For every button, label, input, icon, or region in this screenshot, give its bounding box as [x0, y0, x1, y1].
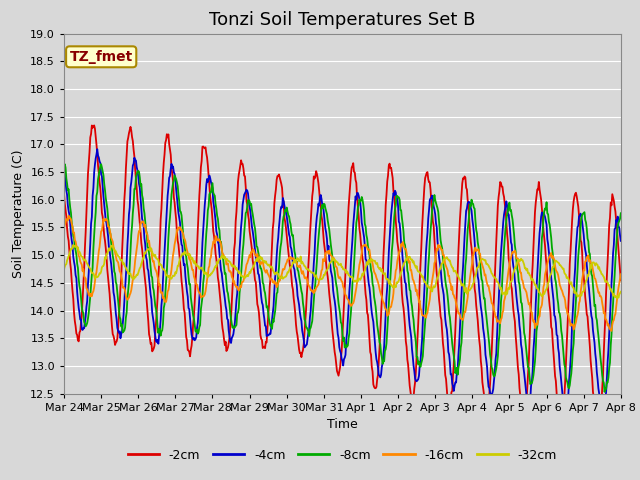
- -16cm: [389, 296, 397, 302]
- -4cm: [183, 288, 191, 294]
- -32cm: [566, 281, 574, 287]
- -2cm: [594, 429, 602, 435]
- -8cm: [601, 389, 609, 395]
- -4cm: [60, 163, 68, 169]
- Text: TZ_fmet: TZ_fmet: [70, 50, 133, 64]
- Title: Tonzi Soil Temperatures Set B: Tonzi Soil Temperatures Set B: [209, 11, 476, 29]
- -2cm: [60, 190, 68, 196]
- -2cm: [389, 175, 397, 181]
- Line: -8cm: -8cm: [64, 164, 621, 392]
- -16cm: [335, 275, 342, 280]
- -8cm: [61, 161, 68, 167]
- -32cm: [335, 262, 342, 268]
- X-axis label: Time: Time: [327, 418, 358, 431]
- -16cm: [566, 323, 574, 329]
- -4cm: [617, 238, 625, 244]
- -4cm: [566, 358, 574, 364]
- -32cm: [613, 296, 621, 301]
- -2cm: [335, 373, 342, 379]
- -4cm: [93, 146, 101, 152]
- Legend: -2cm, -4cm, -8cm, -16cm, -32cm: -2cm, -4cm, -8cm, -16cm, -32cm: [123, 444, 562, 467]
- Line: -32cm: -32cm: [64, 245, 621, 299]
- -32cm: [183, 252, 191, 258]
- Line: -16cm: -16cm: [64, 216, 621, 331]
- -16cm: [617, 271, 625, 277]
- -2cm: [183, 337, 191, 343]
- -8cm: [60, 164, 68, 170]
- -32cm: [69, 242, 77, 248]
- -8cm: [335, 300, 342, 306]
- -8cm: [617, 210, 625, 216]
- -32cm: [444, 256, 451, 262]
- -2cm: [566, 249, 574, 254]
- -4cm: [335, 335, 342, 341]
- -16cm: [207, 254, 215, 260]
- -8cm: [389, 240, 397, 245]
- -16cm: [60, 228, 68, 233]
- -4cm: [207, 179, 215, 185]
- -32cm: [389, 284, 397, 289]
- -2cm: [90, 122, 98, 128]
- -32cm: [60, 266, 68, 272]
- -16cm: [183, 247, 191, 253]
- Line: -2cm: -2cm: [64, 125, 621, 432]
- -16cm: [444, 267, 451, 273]
- -32cm: [617, 289, 625, 295]
- -8cm: [207, 190, 215, 195]
- Y-axis label: Soil Temperature (C): Soil Temperature (C): [12, 149, 25, 278]
- -8cm: [566, 376, 574, 382]
- -4cm: [444, 335, 451, 341]
- -16cm: [65, 213, 72, 218]
- -8cm: [444, 293, 451, 299]
- -8cm: [183, 261, 191, 266]
- -32cm: [207, 271, 215, 276]
- -2cm: [207, 200, 215, 206]
- -16cm: [608, 328, 616, 334]
- -4cm: [389, 196, 397, 202]
- -2cm: [444, 396, 451, 402]
- -2cm: [617, 277, 625, 283]
- Line: -4cm: -4cm: [64, 149, 621, 415]
- -4cm: [599, 412, 607, 418]
